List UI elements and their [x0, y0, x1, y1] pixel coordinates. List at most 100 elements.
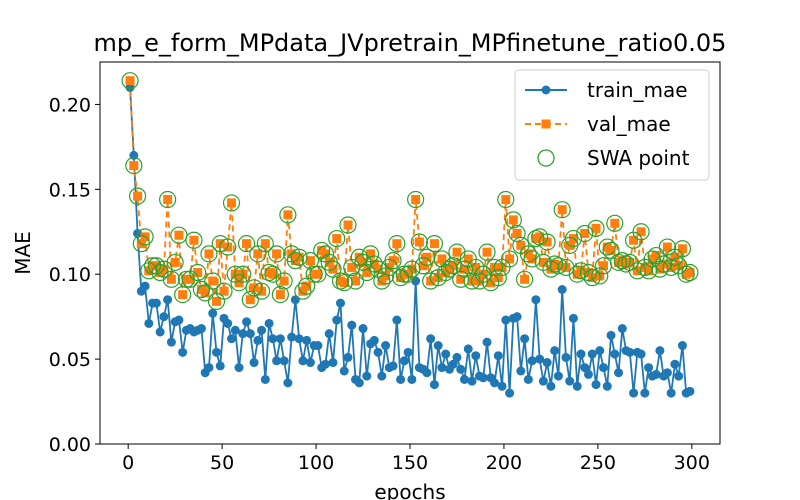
- train-mae-point: [381, 341, 391, 351]
- train-mae-point: [629, 388, 639, 398]
- val-mae-point: [429, 239, 439, 249]
- swa-point: [328, 229, 346, 248]
- swa-point: [553, 201, 571, 219]
- train-mae-point: [305, 358, 315, 368]
- train-mae-point: [565, 376, 575, 386]
- val-mae-point: [606, 245, 616, 255]
- train-mae-point: [448, 359, 458, 369]
- val-mae-point: [452, 247, 462, 257]
- swa-point: [414, 257, 432, 275]
- swa-point: [399, 265, 417, 283]
- val-mae-point: [535, 232, 545, 242]
- val-mae-point: [486, 278, 496, 288]
- swa-point: [546, 255, 564, 273]
- train-mae-point: [617, 324, 627, 334]
- swa-point: [527, 229, 545, 248]
- val-mae-point: [482, 247, 492, 257]
- val-mae-point: [422, 252, 432, 262]
- swa-point: [418, 248, 436, 266]
- train-mae-point: [501, 315, 511, 325]
- train-mae-point: [572, 381, 582, 391]
- val-mae-point: [362, 268, 372, 278]
- train-mae-point: [636, 349, 646, 359]
- x-tick-label: 300: [674, 452, 710, 474]
- swa-point: [632, 223, 650, 241]
- swa-point: [542, 260, 560, 278]
- val-mae-point: [459, 264, 469, 274]
- swa-point: [598, 238, 616, 256]
- train-mae-point: [497, 381, 507, 391]
- val-mae-point: [268, 269, 278, 279]
- swa-point: [500, 250, 519, 268]
- swa-point: [508, 224, 526, 243]
- val-mae-point: [599, 261, 609, 271]
- swa-point: [609, 253, 628, 271]
- train-mae-point: [456, 364, 466, 374]
- train-mae-point: [531, 295, 541, 305]
- swa-point: [485, 258, 504, 277]
- swa-point: [316, 245, 335, 263]
- swa-point: [651, 260, 669, 278]
- x-axis-ticks: 0 50 100 150 200 250 300: [122, 444, 710, 474]
- val-mae-point: [200, 288, 210, 298]
- legend-label-swa-point: SWA point: [587, 146, 690, 170]
- swa-point: [662, 258, 680, 277]
- swa-point: [673, 240, 692, 258]
- train-mae-point: [362, 371, 372, 381]
- train-mae-point: [320, 359, 330, 369]
- swa-point: [407, 190, 425, 209]
- val-mae-point: [591, 223, 601, 233]
- swa-point: [579, 263, 598, 282]
- train-mae-point: [242, 317, 252, 327]
- train-mae-point: [452, 352, 462, 362]
- val-mae-point: [354, 252, 364, 262]
- val-mae-point: [644, 266, 654, 276]
- val-mae-point: [133, 191, 143, 201]
- val-mae-point: [275, 290, 285, 300]
- swa-point: [245, 279, 263, 297]
- train-mae-point: [640, 388, 650, 398]
- swa-point: [628, 262, 646, 280]
- val-mae-point: [253, 249, 263, 259]
- train-mae-point: [174, 315, 184, 325]
- swa-point: [268, 245, 286, 263]
- val-mae-point: [185, 274, 195, 284]
- swa-point: [519, 245, 537, 263]
- train-mae-point: [674, 371, 684, 381]
- train-mae-point: [595, 346, 605, 356]
- swa-point: [294, 282, 312, 300]
- swa-point: [136, 228, 154, 246]
- val-mae-point: [166, 274, 176, 284]
- legend-swa-marker-swatch: [537, 149, 555, 167]
- train-mae-point: [257, 325, 267, 335]
- swa-point: [591, 267, 609, 285]
- train-mae-point: [324, 329, 334, 339]
- legend-item-train-mae: train_mae: [525, 78, 688, 102]
- train-mae-point: [520, 334, 530, 344]
- legend-item-val-mae: val_mae: [525, 112, 671, 136]
- val-mae-point: [174, 230, 184, 240]
- swa-point: [275, 272, 293, 290]
- swa-point: [305, 265, 323, 283]
- train-mae-point: [591, 380, 601, 390]
- y-axis-ticks: 0.00 0.05 0.10 0.15 0.20: [49, 94, 100, 456]
- val-mae-point: [629, 235, 639, 245]
- swa-point: [309, 265, 327, 283]
- swa-point: [331, 272, 350, 290]
- swa-point: [403, 260, 421, 278]
- train-mae-point: [553, 371, 563, 381]
- train-mae-point: [178, 347, 188, 357]
- train-mae-point: [140, 281, 150, 291]
- legend-box: [514, 69, 710, 181]
- train-mae-point: [407, 374, 417, 384]
- val-mae-point: [242, 239, 252, 249]
- train-mae-point: [599, 363, 609, 373]
- y-tick-label: 0.20: [49, 94, 91, 116]
- y-tick-label: 0.05: [49, 349, 91, 371]
- train-mae-point: [670, 359, 680, 369]
- train-mae-point: [426, 334, 436, 344]
- swa-point: [200, 245, 218, 263]
- train-mae-point: [546, 381, 556, 391]
- train-mae-point: [125, 82, 135, 92]
- val-mae-point: [542, 237, 552, 247]
